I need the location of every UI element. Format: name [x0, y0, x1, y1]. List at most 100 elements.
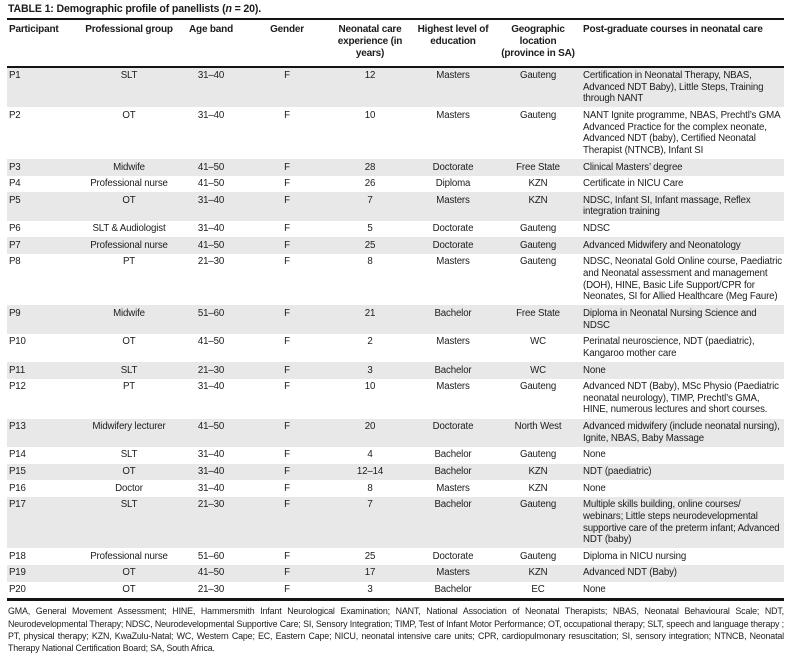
cell-education: Masters — [436, 194, 470, 206]
cell-location: Gauteng — [519, 70, 557, 82]
table-caption-text: Demographic profile of panellists ( — [53, 3, 226, 15]
cell-location: KZN — [528, 567, 548, 579]
cell-gender: F — [284, 550, 290, 562]
cell-group: PT — [122, 256, 136, 268]
cell-education: Bachelor — [434, 364, 472, 376]
cell-group: Professional nurse — [90, 550, 168, 562]
table-caption-n: n — [225, 3, 232, 15]
cell-location: Free State — [516, 161, 560, 173]
cell-courses: Certification in Neonatal Therapy, NBAS,… — [583, 70, 764, 105]
cell-participant: P9 — [9, 307, 21, 319]
cell-experience: 12–14 — [356, 466, 384, 477]
cell-group: Midwife — [113, 307, 145, 319]
cell-participant: P13 — [9, 421, 26, 433]
cell-courses: Perinatal neuroscience, NDT (paediatric)… — [583, 336, 755, 359]
cell-group: Professional nurse — [90, 178, 168, 190]
cell-education: Bachelor — [434, 499, 472, 511]
cell-group: SLT — [120, 449, 138, 461]
cell-group: OT — [122, 567, 136, 579]
cell-location: Gauteng — [519, 499, 557, 511]
header-row: Participant Professional group Age band … — [7, 20, 784, 68]
cell-group: Midwifery lecturer — [92, 421, 166, 433]
col-header-participant: Participant — [7, 20, 79, 68]
cell-experience: 3 — [367, 364, 373, 376]
col-header-professional-group: Professional group — [79, 20, 179, 68]
cell-gender: F — [284, 223, 290, 235]
cell-experience: 7 — [367, 499, 373, 511]
cell-gender: F — [284, 421, 290, 433]
table-caption: TABLE 1: Demographic profile of panellis… — [7, 2, 784, 20]
cell-courses: NDSC, Neonatal Gold Online course, Paedi… — [583, 256, 782, 303]
table-row: P2 OT 31–40 F 10 Masters Gauteng NANT Ignite pr… — [7, 107, 784, 159]
cell-gender: F — [284, 567, 290, 579]
cell-location: KZN — [528, 466, 548, 477]
table-row: P20 OT 21–30 F 3 Bachelor EC None — [7, 582, 784, 600]
table-row: P5 OT 31–40 F 7 Masters KZN NDSC, Infant SI, In… — [7, 192, 784, 221]
table-body: P1 SLT 31–40 F 12 Masters Gauteng Certification… — [7, 66, 784, 600]
cell-location: North West — [514, 421, 562, 433]
cell-group: OT — [122, 109, 136, 121]
cell-gender: F — [284, 482, 290, 494]
cell-courses: NDT (paediatric) — [583, 466, 652, 477]
cell-education: Diploma — [435, 178, 471, 190]
table-row: P3 Midwife 41–50 F 28 Doctorate Free State Clin… — [7, 159, 784, 176]
cell-courses: Advanced midwifery (include neonatal nur… — [583, 421, 780, 444]
cell-age-band: 31–40 — [197, 70, 225, 82]
cell-participant: P6 — [9, 223, 21, 235]
demographics-table: Participant Professional group Age band … — [7, 20, 784, 602]
table-row: P13 Midwifery lecturer 41–50 F 20 Doctorate No… — [7, 418, 784, 447]
cell-location: Gauteng — [519, 381, 557, 393]
cell-age-band: 41–50 — [197, 336, 225, 348]
cell-education: Doctorate — [432, 421, 474, 433]
cell-location: Gauteng — [519, 239, 557, 251]
cell-gender: F — [284, 70, 290, 82]
table-row: P19 OT 41–50 F 17 Masters KZN Advanced NDT (Bab… — [7, 564, 784, 582]
cell-gender: F — [284, 194, 290, 206]
cell-participant: P2 — [9, 109, 21, 121]
cell-group: SLT — [120, 499, 138, 511]
cell-education: Masters — [436, 567, 470, 579]
cell-participant: P15 — [9, 466, 26, 477]
cell-participant: P11 — [9, 364, 26, 376]
table-row: P11 SLT 21–30 F 3 Bachelor WC None — [7, 362, 784, 379]
cell-group: SLT — [120, 70, 138, 82]
cell-age-band: 31–40 — [197, 381, 225, 393]
table-number: TABLE 1: — [8, 3, 54, 15]
cell-gender: F — [284, 336, 290, 348]
cell-participant: P3 — [9, 161, 21, 173]
cell-gender: F — [284, 466, 290, 477]
cell-age-band: 31–40 — [197, 194, 225, 206]
col-header-location: Geographic location (province in SA) — [497, 20, 579, 68]
cell-group: OT — [122, 466, 136, 477]
cell-age-band: 31–40 — [197, 109, 225, 121]
cell-experience: 10 — [364, 109, 376, 121]
cell-age-band: 41–50 — [197, 239, 225, 251]
cell-participant: P5 — [9, 194, 21, 206]
cell-participant: P16 — [9, 482, 26, 494]
cell-education: Doctorate — [432, 223, 474, 235]
cell-education: Doctorate — [432, 161, 474, 173]
cell-courses: Advanced NDT (Baby) — [583, 567, 677, 579]
cell-education: Masters — [436, 256, 470, 268]
cell-gender: F — [284, 161, 290, 173]
cell-gender: F — [284, 307, 290, 319]
cell-age-band: 21–30 — [197, 256, 225, 268]
cell-courses: NDSC, Infant SI, Infant massage, Reflex … — [583, 194, 751, 218]
cell-education: Masters — [436, 381, 470, 393]
cell-education: Masters — [436, 70, 470, 82]
cell-location: Gauteng — [519, 223, 557, 235]
cell-age-band: 41–50 — [197, 567, 225, 579]
cell-experience: 8 — [367, 256, 373, 268]
cell-experience: 4 — [367, 449, 373, 461]
cell-location: Gauteng — [519, 550, 557, 562]
cell-group: Professional nurse — [90, 239, 168, 251]
cell-participant: P18 — [9, 550, 26, 562]
col-header-experience: Neonatal care experience (in years) — [331, 20, 409, 68]
cell-age-band: 21–30 — [197, 499, 225, 511]
cell-gender: F — [284, 256, 290, 268]
col-header-courses: Post-graduate courses in neonatal care — [579, 20, 784, 68]
cell-age-band: 21–30 — [197, 364, 225, 376]
cell-experience: 3 — [367, 584, 373, 596]
cell-age-band: 31–40 — [197, 482, 225, 494]
cell-courses: Multiple skills building, online courses… — [583, 499, 780, 546]
